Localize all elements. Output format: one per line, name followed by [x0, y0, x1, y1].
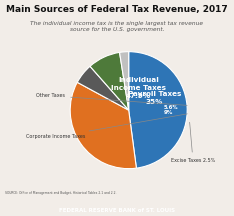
Text: Individual
Income Taxes
47.9%: Individual Income Taxes 47.9% — [111, 77, 166, 99]
Wedge shape — [129, 52, 187, 168]
Text: 5.6%: 5.6% — [163, 105, 178, 110]
Text: Payroll Taxes
35%: Payroll Taxes 35% — [128, 91, 181, 105]
Text: FEDERAL RESERVE BANK of ST. LOUIS: FEDERAL RESERVE BANK of ST. LOUIS — [59, 208, 175, 213]
Wedge shape — [120, 52, 129, 110]
Text: SOURCE: Office of Management and Budget, Historical Tables 2.1 and 2.2.: SOURCE: Office of Management and Budget,… — [5, 191, 116, 195]
Wedge shape — [90, 52, 129, 110]
Wedge shape — [77, 66, 129, 110]
Text: Excise Taxes 2.5%: Excise Taxes 2.5% — [171, 122, 215, 163]
Text: Corporate Income Taxes: Corporate Income Taxes — [26, 114, 187, 139]
Text: Other Taxes: Other Taxes — [36, 93, 187, 105]
Wedge shape — [70, 82, 136, 169]
Text: The individual income tax is the single largest tax revenue
source for the U.S. : The individual income tax is the single … — [30, 21, 204, 32]
Text: Main Sources of Federal Tax Revenue, 2017: Main Sources of Federal Tax Revenue, 201… — [6, 5, 228, 14]
Text: 9%: 9% — [164, 110, 173, 115]
